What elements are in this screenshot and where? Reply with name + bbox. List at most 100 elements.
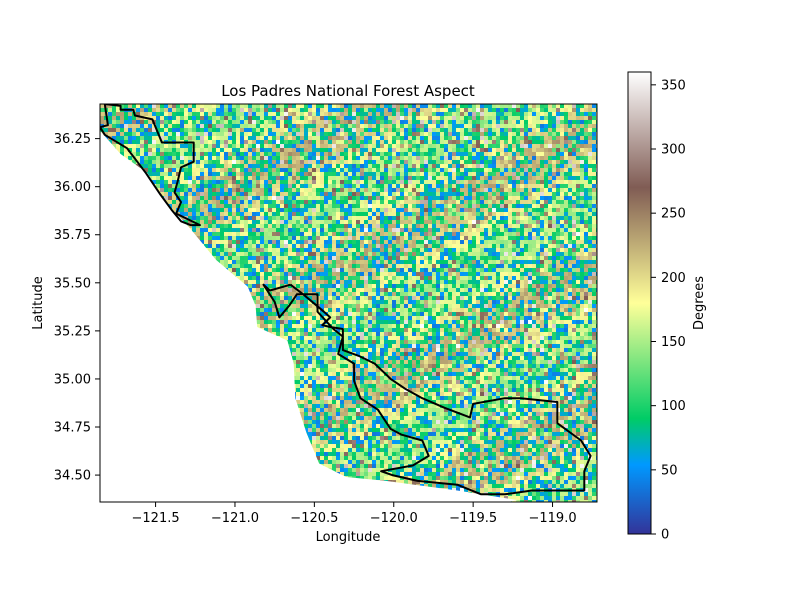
- raster-cell: [320, 220, 324, 224]
- raster-cell: [516, 236, 520, 240]
- raster-cell: [404, 260, 408, 264]
- raster-cell: [160, 152, 164, 156]
- raster-cell: [464, 168, 468, 172]
- raster-cell: [564, 160, 568, 164]
- raster-cell: [540, 116, 544, 120]
- raster-cell: [188, 168, 192, 172]
- raster-cell: [452, 116, 456, 120]
- raster-cell: [440, 116, 444, 120]
- raster-cell: [492, 228, 496, 232]
- raster-cell: [320, 240, 324, 244]
- raster-cell: [192, 184, 196, 188]
- raster-cell: [448, 120, 452, 124]
- raster-cell: [292, 108, 296, 112]
- raster-cell: [192, 104, 196, 108]
- raster-cell: [336, 164, 340, 168]
- raster-cell: [392, 212, 396, 216]
- raster-cell: [568, 240, 572, 244]
- raster-cell: [284, 224, 288, 228]
- raster-cell: [572, 184, 576, 188]
- raster-cell: [252, 180, 256, 184]
- raster-cell: [312, 168, 316, 172]
- raster-cell: [192, 176, 196, 180]
- raster-cell: [460, 148, 464, 152]
- raster-cell: [176, 184, 180, 188]
- raster-cell: [532, 232, 536, 236]
- raster-cell: [348, 176, 352, 180]
- raster-cell: [412, 172, 416, 176]
- raster-cell: [216, 176, 220, 180]
- raster-cell: [324, 112, 328, 116]
- raster-cell: [284, 200, 288, 204]
- raster-cell: [384, 104, 388, 108]
- raster-cell: [328, 184, 332, 188]
- raster-cell: [524, 232, 528, 236]
- raster-cell: [336, 152, 340, 156]
- raster-cell: [180, 124, 184, 128]
- raster-cell: [360, 260, 364, 264]
- raster-cell: [188, 164, 192, 168]
- raster-cell: [360, 224, 364, 228]
- raster-cell: [404, 212, 408, 216]
- raster-cell: [448, 152, 452, 156]
- raster-cell: [376, 216, 380, 220]
- raster-cell: [284, 128, 288, 132]
- raster-cell: [456, 224, 460, 228]
- raster-cell: [356, 240, 360, 244]
- raster-cell: [192, 188, 196, 192]
- raster-cell: [364, 220, 368, 224]
- raster-cell: [368, 232, 372, 236]
- raster-cell: [236, 208, 240, 212]
- raster-cell: [472, 172, 476, 176]
- raster-cell: [452, 156, 456, 160]
- raster-cell: [432, 252, 436, 256]
- raster-cell: [244, 248, 248, 252]
- raster-cell: [160, 104, 164, 108]
- raster-cell: [364, 144, 368, 148]
- raster-cell: [312, 128, 316, 132]
- raster-cell: [548, 184, 552, 188]
- raster-cell: [412, 232, 416, 236]
- raster-cell: [584, 256, 588, 260]
- raster-cell: [508, 232, 512, 236]
- raster-cell: [304, 252, 308, 256]
- raster-cell: [504, 132, 508, 136]
- raster-cell: [464, 160, 468, 164]
- raster-cell: [480, 144, 484, 148]
- raster-cell: [368, 260, 372, 264]
- raster-cell: [244, 228, 248, 232]
- raster-cell: [532, 248, 536, 252]
- raster-cell: [388, 252, 392, 256]
- raster-cell: [496, 252, 500, 256]
- raster-cell: [224, 104, 228, 108]
- raster-cell: [232, 220, 236, 224]
- raster-cell: [468, 160, 472, 164]
- raster-cell: [484, 172, 488, 176]
- raster-cell: [224, 224, 228, 228]
- raster-cell: [360, 248, 364, 252]
- raster-cell: [292, 128, 296, 132]
- raster-cell: [440, 144, 444, 148]
- raster-cell: [496, 196, 500, 200]
- raster-cell: [320, 112, 324, 116]
- raster-cell: [492, 256, 496, 260]
- raster-cell: [568, 184, 572, 188]
- raster-cell: [384, 192, 388, 196]
- raster-cell: [380, 260, 384, 264]
- raster-cell: [204, 204, 208, 208]
- raster-cell: [408, 176, 412, 180]
- raster-cell: [348, 180, 352, 184]
- raster-cell: [240, 108, 244, 112]
- raster-cell: [372, 192, 376, 196]
- raster-cell: [352, 156, 356, 160]
- raster-cell: [592, 176, 596, 180]
- raster-cell: [560, 236, 564, 240]
- raster-cell: [388, 108, 392, 112]
- raster-cell: [168, 112, 172, 116]
- raster-cell: [336, 260, 340, 264]
- raster-cell: [500, 240, 504, 244]
- raster-cell: [436, 248, 440, 252]
- raster-cell: [340, 236, 344, 240]
- raster-cell: [152, 144, 156, 148]
- raster-cell: [160, 188, 164, 192]
